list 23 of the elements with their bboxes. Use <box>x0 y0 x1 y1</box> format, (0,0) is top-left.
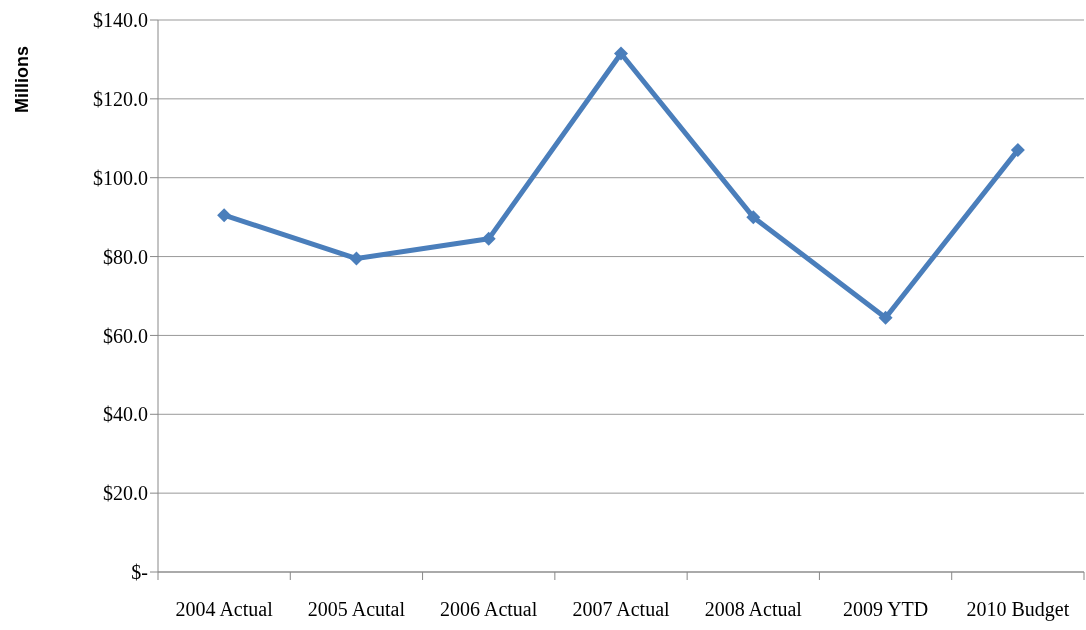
point <box>746 210 761 225</box>
y-axis-title: Millions <box>12 46 32 113</box>
x-tick-label: 2009 YTD <box>842 598 929 620</box>
x-tick-label: 2005 Acutal <box>307 598 406 620</box>
point <box>614 46 628 61</box>
y-tick-label: $80.0 <box>103 245 148 268</box>
x-tick-label: 2007 Actual <box>572 598 671 620</box>
y-tick-label: $20.0 <box>103 482 148 505</box>
point <box>217 208 232 223</box>
x-tick-label: 2004 Actual <box>175 598 274 620</box>
x-tick-label: 2010 Budget <box>966 598 1070 621</box>
y-tick-label: $120.0 <box>93 87 148 110</box>
point <box>481 231 496 246</box>
point <box>1010 143 1025 158</box>
x-tick-label: 2008 Actual <box>704 598 803 620</box>
point <box>349 251 364 266</box>
point <box>878 310 893 325</box>
y-tick-label: $40.0 <box>103 403 148 426</box>
x-tick-label: 2006 Actual <box>440 598 538 620</box>
y-tick-label: $100.0 <box>93 166 148 189</box>
y-tick-label: $- <box>131 561 148 584</box>
y-tick-label: $140.0 <box>93 9 148 32</box>
y-tick-label: $60.0 <box>103 324 148 347</box>
